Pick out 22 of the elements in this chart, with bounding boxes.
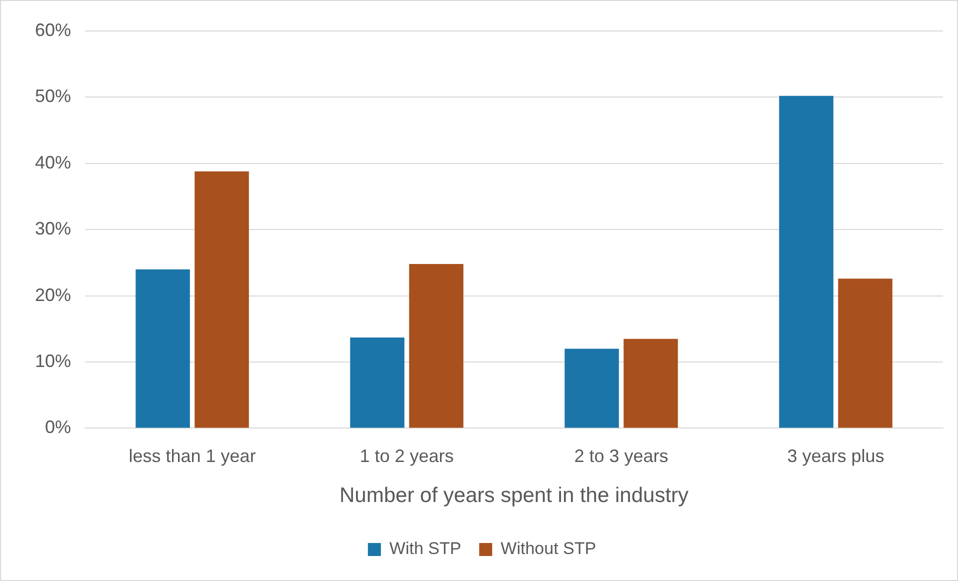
y-tick-label: 40% — [34, 152, 72, 172]
bar — [409, 264, 464, 428]
bar — [779, 96, 834, 428]
x-tick-label: 3 years plus — [787, 446, 884, 466]
x-tick-label: less than 1 year — [128, 446, 256, 466]
bar — [838, 278, 892, 428]
y-tick-label: 50% — [34, 86, 72, 106]
x-axis-title: Number of years spent in the industry — [340, 484, 690, 508]
x-tick-label: 1 to 2 years — [360, 446, 454, 466]
bar — [564, 348, 619, 428]
y-tick-label: 0% — [45, 417, 72, 438]
bar — [194, 171, 249, 428]
bar — [136, 269, 190, 428]
bar — [624, 338, 678, 428]
legend-label: Without STP — [500, 539, 596, 558]
y-tick-label: 30% — [34, 218, 72, 239]
x-tick-label: 2 to 3 years — [574, 446, 668, 466]
y-tick-label: 60% — [34, 20, 72, 40]
y-tick-label: 20% — [34, 284, 72, 305]
y-tick-label: 10% — [34, 350, 72, 371]
bar — [350, 338, 404, 428]
legend-label: With STP — [389, 539, 462, 558]
